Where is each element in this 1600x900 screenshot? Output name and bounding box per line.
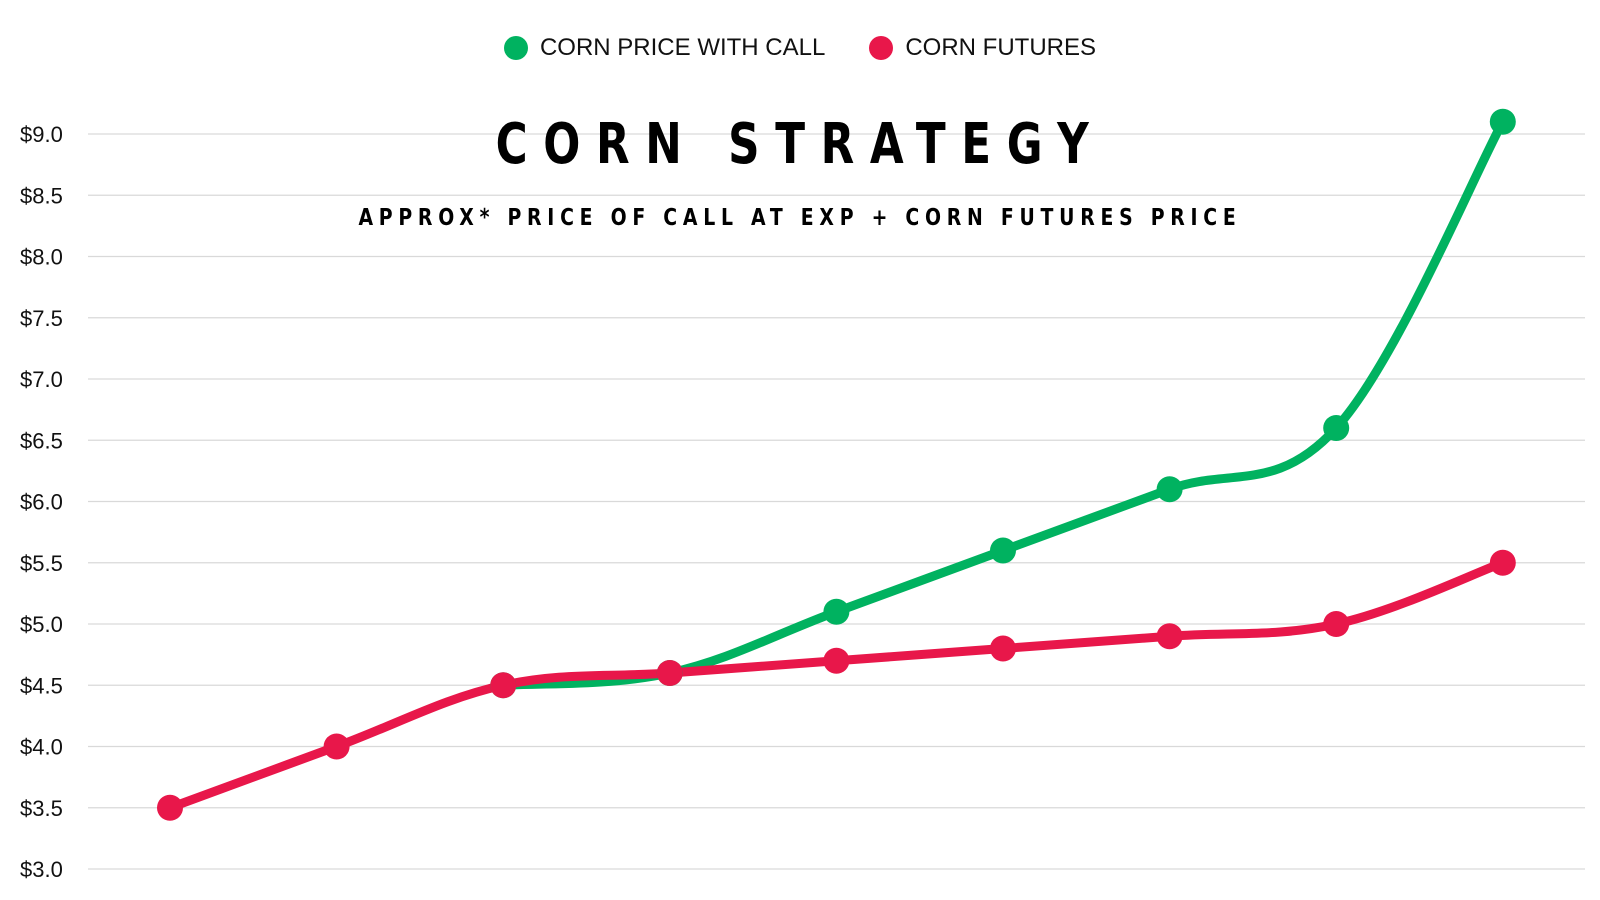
data-point-1[interactable] <box>157 794 183 821</box>
legend-dot-green <box>503 36 528 60</box>
data-point-0[interactable] <box>1489 108 1516 135</box>
legend-label-futures: CORN FUTURES <box>905 34 1097 61</box>
legend-item-futures[interactable]: CORN FUTURES <box>869 34 1096 62</box>
data-point-0[interactable] <box>823 598 850 625</box>
y-tick-label: $8.0 <box>20 245 63 270</box>
legend-item-call[interactable]: CORN PRICE WITH CALL <box>503 34 826 62</box>
data-point-1[interactable] <box>990 635 1016 662</box>
chart-title: CORN STRATEGY <box>495 112 1105 177</box>
y-axis-tick-labels: $3.0 $3.5 $4.0 $4.5 $5.0 $5.5 $6.0 $6.5 $7.0 $7.5… <box>20 122 63 882</box>
y-tick-label: $5.0 <box>20 612 63 637</box>
data-point-1[interactable] <box>823 647 850 674</box>
data-point-1[interactable] <box>1323 611 1350 637</box>
series-points <box>157 108 1516 821</box>
data-point-0[interactable] <box>1323 415 1350 441</box>
y-tick-label: $9.0 <box>20 122 63 147</box>
y-tick-label: $7.5 <box>20 306 63 331</box>
legend-dot-red <box>869 36 894 60</box>
data-point-1[interactable] <box>323 733 350 760</box>
data-point-1[interactable] <box>1489 549 1516 576</box>
y-tick-label: $3.5 <box>20 796 63 821</box>
y-tick-label: $4.5 <box>20 673 63 698</box>
data-point-1[interactable] <box>1156 623 1183 650</box>
y-tick-label: $5.5 <box>20 551 63 576</box>
y-tick-label: $6.0 <box>20 490 63 515</box>
y-tick-label: $6.5 <box>20 428 63 453</box>
y-tick-label: $3.0 <box>20 857 63 882</box>
data-point-0[interactable] <box>1156 476 1183 503</box>
legend: CORN PRICE WITH CALL CORN FUTURES <box>0 34 1600 62</box>
y-tick-label: $7.0 <box>20 367 63 392</box>
data-point-1[interactable] <box>656 660 683 686</box>
data-point-1[interactable] <box>490 672 517 699</box>
y-tick-label: $4.0 <box>20 735 63 760</box>
legend-label-call: CORN PRICE WITH CALL <box>539 34 826 61</box>
data-point-0[interactable] <box>990 537 1016 564</box>
y-tick-label: $8.5 <box>20 183 63 208</box>
chart-subtitle: APPROX* PRICE OF CALL AT EXP + CORN FUTU… <box>358 205 1242 231</box>
